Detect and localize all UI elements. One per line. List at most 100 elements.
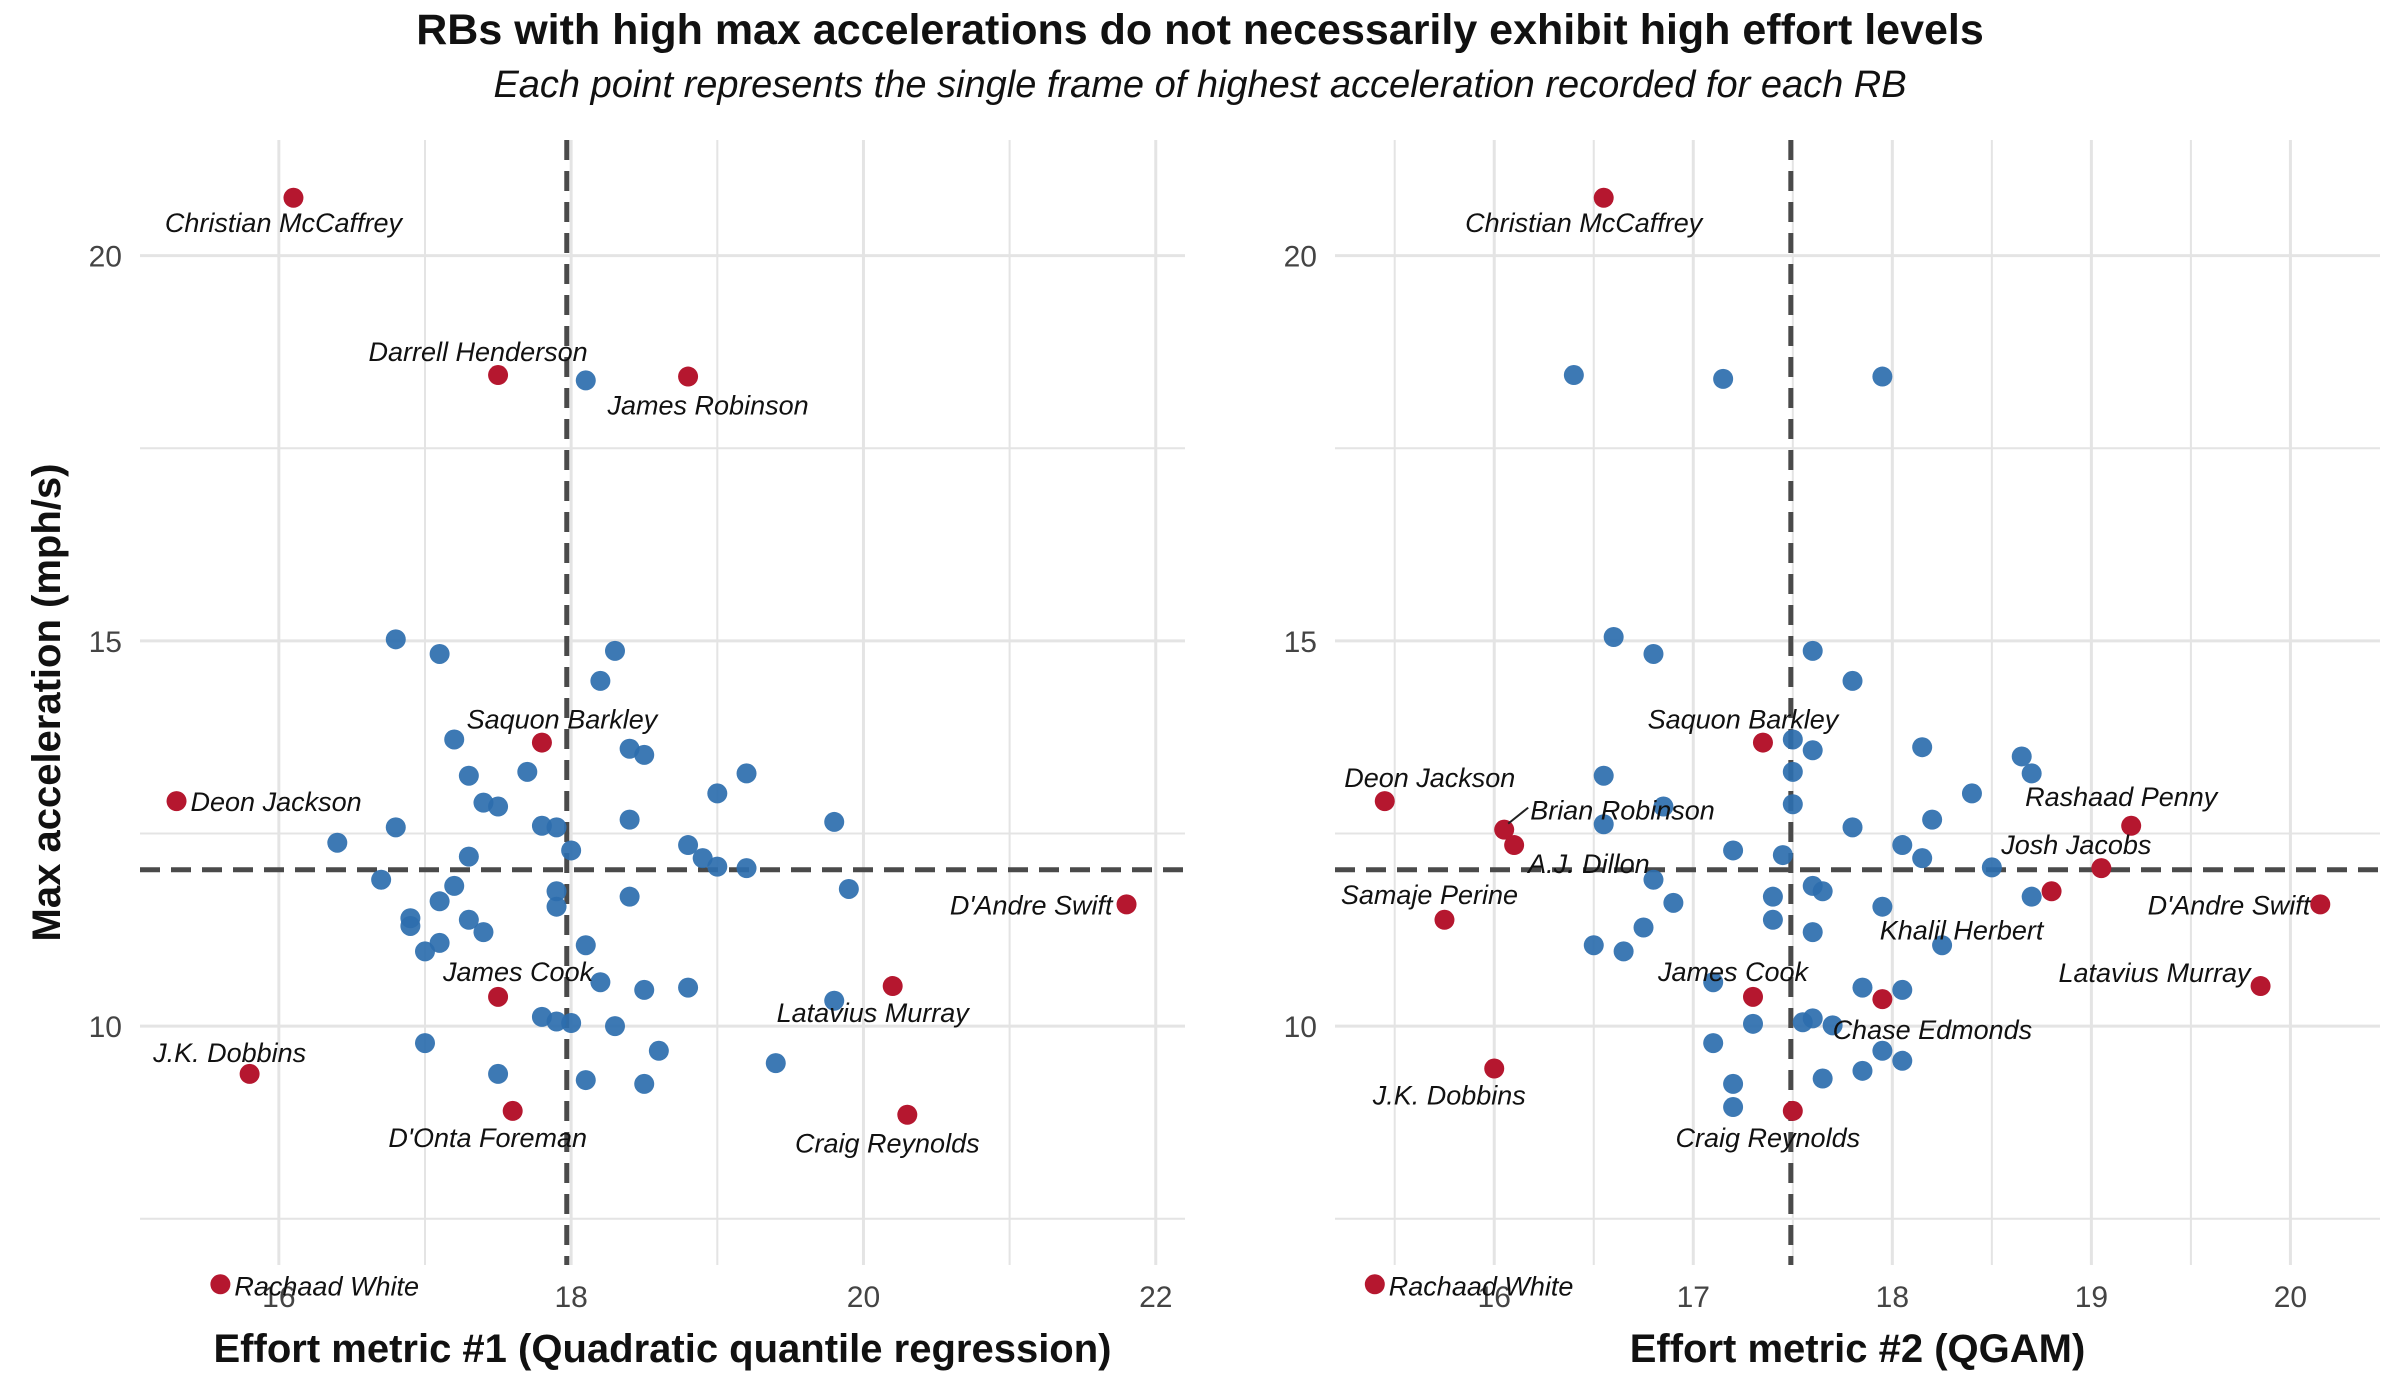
point-label: Rachaad White: [234, 1271, 419, 1301]
data-point: [1713, 368, 1734, 389]
point-label: Craig Reynolds: [795, 1129, 980, 1159]
x-tick-label: 16: [1478, 1281, 1511, 1314]
highlighted-point: [488, 986, 509, 1007]
data-point: [1762, 886, 1783, 907]
data-point: [1723, 840, 1744, 861]
x-axis-title: Effort metric #2 (QGAM): [1630, 1327, 2086, 1371]
data-point: [1643, 643, 1664, 664]
highlighted-point: [283, 187, 304, 208]
data-point: [385, 629, 406, 650]
data-point: [1872, 1040, 1893, 1061]
highlighted-point: [1484, 1058, 1505, 1079]
point-label: Rashaad Penny: [2025, 782, 2219, 812]
point-label: Saquon Barkley: [1648, 705, 1840, 735]
data-point: [1593, 765, 1614, 786]
data-point: [1812, 1068, 1833, 1089]
data-point: [575, 370, 596, 391]
data-point: [488, 1063, 509, 1084]
data-point: [1653, 796, 1674, 817]
point-label: Latavius Murray: [777, 998, 971, 1028]
data-point: [531, 815, 552, 836]
data-point: [824, 811, 845, 832]
data-point: [458, 846, 479, 867]
data-point: [678, 977, 699, 998]
data-point: [707, 783, 728, 804]
data-point: [1912, 737, 1933, 758]
data-point: [1792, 1012, 1813, 1033]
data-point: [736, 763, 757, 784]
point-label: Brian Robinson: [1530, 796, 1715, 826]
x-axis-title: Effort metric #1 (Quadratic quantile reg…: [214, 1327, 1112, 1371]
highlighted-point: [239, 1063, 260, 1084]
data-point: [1892, 835, 1913, 856]
highlighted-point: [1743, 986, 1763, 1007]
data-point: [634, 979, 655, 1000]
point-label: Deon Jackson: [1344, 763, 1515, 793]
highlighted-point: [166, 791, 187, 812]
x-tick-label: 22: [1139, 1281, 1172, 1314]
data-point: [1872, 366, 1893, 387]
highlighted-point: [210, 1274, 231, 1295]
point-label: Josh Jacobs: [2000, 830, 2151, 860]
data-point: [1842, 817, 1863, 838]
data-point: [1922, 809, 1943, 830]
data-point: [1872, 896, 1893, 917]
data-point: [619, 886, 640, 907]
data-point: [1842, 670, 1863, 691]
data-point: [1613, 941, 1634, 962]
data-point: [1583, 935, 1604, 956]
point-label: D'Andre Swift: [950, 890, 1114, 920]
data-point: [605, 1016, 625, 1037]
data-point: [619, 809, 640, 830]
data-point: [1892, 979, 1913, 1000]
data-point: [765, 1053, 786, 1074]
data-point: [561, 840, 582, 861]
data-point: [458, 765, 479, 786]
data-point: [634, 1073, 655, 1094]
highlighted-point: [2041, 881, 2062, 902]
data-point: [385, 817, 406, 838]
data-point: [590, 670, 611, 691]
point-label: D'Andre Swift: [2148, 890, 2312, 920]
highlighted-point: [2121, 815, 2142, 836]
data-point: [838, 878, 859, 899]
point-label: D'Onta Foreman: [388, 1123, 587, 1153]
point-label: Christian McCaffrey: [165, 208, 404, 238]
data-point: [546, 881, 567, 902]
data-point: [634, 744, 655, 765]
point-label: Deon Jackson: [191, 787, 362, 817]
data-point: [1852, 977, 1873, 998]
highlighted-point: [1364, 1274, 1385, 1295]
data-point: [1563, 365, 1584, 386]
point-label: Saquon Barkley: [467, 705, 659, 735]
data-point: [1782, 794, 1803, 815]
data-point: [575, 935, 596, 956]
highlighted-point: [2091, 858, 2112, 879]
y-axis-title: Max acceleration (mph/s): [25, 464, 69, 942]
data-point: [1762, 909, 1783, 930]
highlighted-point: [2310, 894, 2331, 915]
point-label: Rachaad White: [1389, 1271, 1574, 1301]
data-point: [1603, 627, 1624, 648]
x-tick-label: 16: [262, 1281, 295, 1314]
data-point: [1723, 1097, 1744, 1118]
data-point: [575, 1070, 596, 1091]
x-tick-label: 18: [554, 1281, 587, 1314]
highlighted-point: [1872, 989, 1893, 1010]
highlighted-point: [502, 1100, 523, 1121]
data-point: [473, 922, 494, 943]
highlighted-point: [1374, 791, 1395, 812]
data-point: [692, 848, 713, 869]
y-tick-label: 15: [1284, 626, 1317, 659]
label-connector: [1507, 806, 1529, 825]
data-point: [1772, 845, 1793, 866]
highlighted-point: [488, 365, 509, 386]
data-point: [429, 643, 450, 664]
highlighted-point: [1434, 909, 1455, 930]
highlighted-point: [1752, 732, 1773, 753]
point-label: J.K. Dobbins: [1372, 1081, 1526, 1111]
data-point: [1743, 1013, 1763, 1034]
data-point: [444, 875, 465, 896]
data-point: [327, 832, 348, 853]
